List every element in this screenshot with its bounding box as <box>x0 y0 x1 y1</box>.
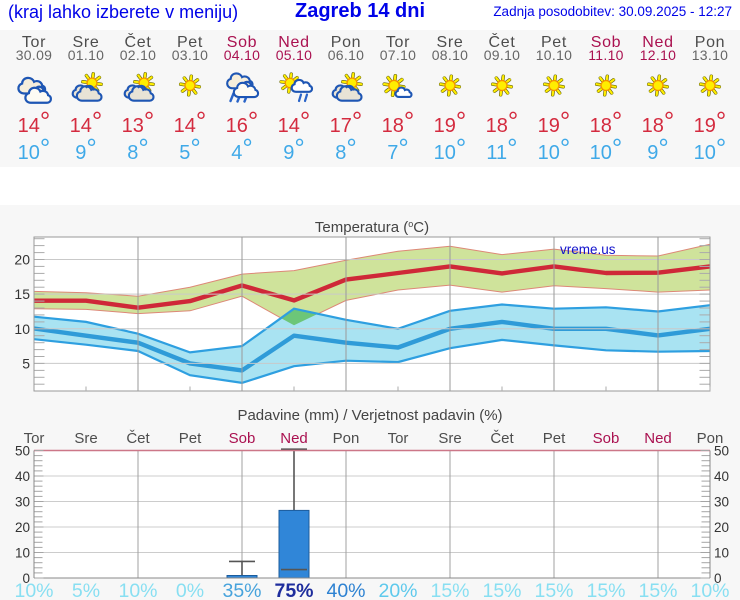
svg-text:30: 30 <box>15 495 30 510</box>
svg-text:Tor: Tor <box>388 430 409 447</box>
svg-text:50: 50 <box>15 444 30 459</box>
svg-text:10%: 10% <box>690 580 729 600</box>
svg-text:Čet: Čet <box>490 430 514 447</box>
svg-text:40%: 40% <box>326 580 365 600</box>
svg-text:Ned: Ned <box>280 430 308 447</box>
svg-text:10%: 10% <box>118 580 157 600</box>
svg-text:10: 10 <box>714 546 729 561</box>
svg-text:0: 0 <box>714 571 722 586</box>
svg-text:Padavine (mm) / Verjetnost pad: Padavine (mm) / Verjetnost padavin (%) <box>237 407 502 424</box>
svg-text:Ned: Ned <box>644 430 672 447</box>
svg-text:40: 40 <box>15 469 30 484</box>
svg-text:Pon: Pon <box>697 430 724 447</box>
svg-text:20: 20 <box>714 520 729 535</box>
svg-text:Sre: Sre <box>438 430 461 447</box>
svg-text:10: 10 <box>15 546 30 561</box>
svg-text:10: 10 <box>14 321 30 337</box>
svg-text:0: 0 <box>22 571 30 586</box>
svg-text:35%: 35% <box>222 580 261 600</box>
svg-text:Čet: Čet <box>126 430 150 447</box>
svg-text:15%: 15% <box>534 580 573 600</box>
svg-text:15%: 15% <box>430 580 469 600</box>
svg-text:20: 20 <box>15 520 30 535</box>
svg-text:10%: 10% <box>14 580 53 600</box>
svg-text:5%: 5% <box>72 580 100 600</box>
svg-text:Tor: Tor <box>24 430 45 447</box>
svg-text:15%: 15% <box>586 580 625 600</box>
svg-text:Sob: Sob <box>593 430 620 447</box>
svg-text:0%: 0% <box>176 580 204 600</box>
svg-text:40: 40 <box>714 469 729 484</box>
svg-text:Pet: Pet <box>543 430 566 447</box>
svg-text:Sob: Sob <box>229 430 256 447</box>
svg-text:Sre: Sre <box>74 430 97 447</box>
svg-text:Pet: Pet <box>179 430 202 447</box>
svg-text:30: 30 <box>714 495 729 510</box>
svg-text:20: 20 <box>14 252 30 268</box>
svg-text:75%: 75% <box>274 580 313 600</box>
svg-text:5: 5 <box>22 355 30 371</box>
svg-text:vreme.us: vreme.us <box>560 242 616 257</box>
svg-text:Temperatura (oC): Temperatura (oC) <box>315 219 429 236</box>
svg-text:20%: 20% <box>378 580 417 600</box>
svg-text:Pon: Pon <box>333 430 360 447</box>
svg-text:15%: 15% <box>638 580 677 600</box>
svg-text:15%: 15% <box>482 580 521 600</box>
svg-text:50: 50 <box>714 444 729 459</box>
svg-text:15: 15 <box>14 286 30 302</box>
